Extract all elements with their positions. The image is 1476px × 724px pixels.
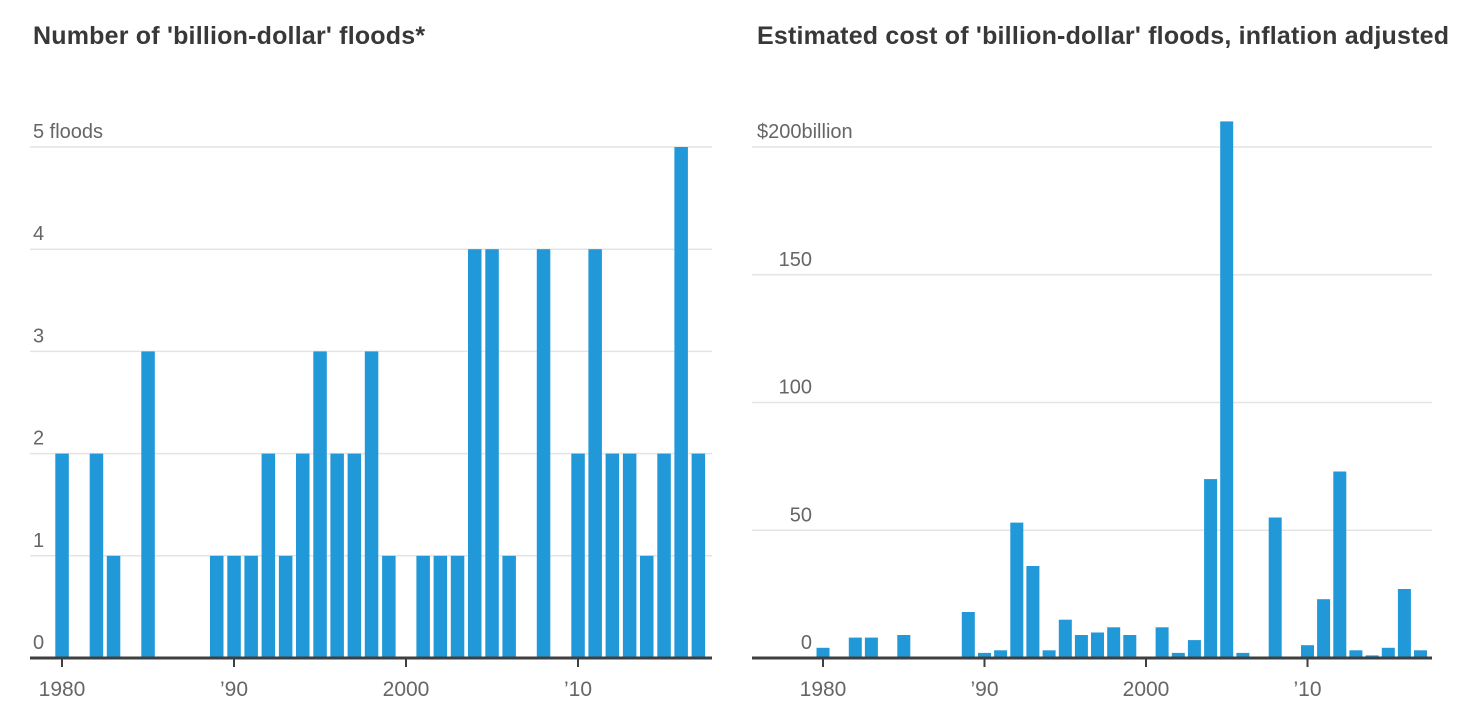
bar-1994: [296, 453, 310, 658]
bar-2002: [1171, 652, 1185, 658]
y-tick-label-4: 4: [33, 223, 44, 245]
bar-1999: [382, 555, 396, 658]
bar-2008: [1268, 517, 1282, 658]
bar-1983: [864, 637, 878, 658]
bar-1995: [1058, 619, 1072, 658]
flood-count-chart-title: Number of 'billion-dollar' floods*: [33, 22, 426, 50]
bar-1997: [1091, 632, 1104, 659]
bar-2011: [588, 249, 602, 658]
bar-2010: [1301, 645, 1314, 658]
bar-2016: [674, 147, 688, 658]
bar-2015: [1381, 647, 1395, 658]
flood-cost-chart-title: Estimated cost of 'billion-dollar' flood…: [757, 22, 1450, 50]
bar-2005: [485, 249, 499, 658]
y-tick-label-0: 0: [801, 632, 812, 654]
x-tick-label-1980: 1980: [800, 678, 847, 701]
bar-2005: [1220, 121, 1234, 658]
x-tick-label-1980: 1980: [39, 678, 86, 701]
bar-1985: [897, 635, 911, 658]
x-tick-label-2010: ’10: [1293, 678, 1321, 701]
bar-1996: [330, 453, 344, 658]
flood-count-y-labels: 0 1 2 3 4 5 floods: [33, 121, 103, 654]
y-tick-label-2: 2: [33, 428, 44, 450]
bar-1985: [141, 351, 155, 658]
y-tick-label-1: 1: [33, 530, 44, 552]
flood-count-chart: Number of 'billion-dollar' floods* 1980 ’…: [30, 22, 712, 701]
bar-2010: [571, 453, 585, 658]
flood-count-plot: 1980 ’90 2000 ’10 0 1 2 3 4 5 floods: [30, 121, 712, 701]
bar-2004: [1204, 479, 1218, 658]
flood-cost-bars: [816, 121, 1427, 659]
bar-2006: [1236, 652, 1250, 658]
y-tick-label-3: 3: [33, 325, 44, 347]
flood-cost-y-labels: 0 50 100 150 $200billion: [757, 121, 853, 654]
bar-2013: [1349, 650, 1363, 658]
bar-1994: [1042, 650, 1056, 658]
y-tick-label-100: 100: [779, 377, 812, 399]
bar-1995: [313, 351, 327, 658]
bar-2003: [450, 555, 465, 658]
flood-count-x-ticks: 1980 ’90 2000 ’10: [39, 659, 592, 701]
bar-1991: [994, 650, 1008, 658]
bar-1999: [1123, 635, 1137, 658]
x-tick-label-2000: 2000: [383, 678, 430, 701]
bar-1989: [210, 555, 224, 658]
y-tick-label-150: 150: [779, 249, 812, 271]
bar-2001: [416, 555, 430, 658]
bar-2013: [622, 453, 637, 658]
bar-1989: [961, 612, 975, 658]
bar-1980: [816, 647, 830, 658]
bar-1996: [1074, 635, 1088, 658]
x-tick-label-2000: 2000: [1123, 678, 1170, 701]
x-tick-label-2010: ’10: [564, 678, 592, 701]
bar-2014: [640, 555, 654, 658]
bar-1992: [261, 453, 276, 658]
x-tick-label-1990: ’90: [970, 678, 998, 701]
y-tick-label-0: 0: [33, 632, 44, 654]
bar-1997: [347, 453, 362, 658]
bar-2002: [433, 555, 448, 658]
flood-cost-gridlines: [752, 146, 1432, 531]
bar-1983: [106, 555, 121, 658]
bar-2006: [502, 555, 516, 658]
y-tick-label-200: $200billion: [757, 121, 853, 143]
bar-1990: [978, 652, 991, 658]
bar-1993: [278, 555, 293, 658]
bar-1992: [1010, 522, 1024, 658]
bar-1980: [55, 453, 69, 658]
bar-2015: [657, 453, 671, 658]
bar-1998: [1107, 627, 1121, 658]
bar-1982: [89, 453, 104, 658]
bar-2011: [1317, 599, 1331, 658]
bar-2012: [1333, 471, 1347, 658]
bar-2017: [1414, 650, 1427, 658]
bar-1993: [1026, 566, 1040, 658]
bar-2008: [536, 249, 551, 658]
x-tick-label-1990: ’90: [220, 678, 248, 701]
bar-1991: [244, 555, 258, 658]
bar-2012: [605, 453, 620, 658]
y-tick-label-50: 50: [790, 504, 812, 526]
bar-2001: [1155, 627, 1169, 658]
bar-2003: [1187, 640, 1201, 658]
flood-count-bars: [55, 147, 706, 658]
bar-2004: [468, 249, 482, 658]
y-tick-label-5: 5 floods: [33, 121, 103, 143]
bar-1990: [227, 555, 241, 658]
flood-cost-x-ticks: 1980 ’90 2000 ’10: [800, 659, 1322, 701]
bar-2016: [1397, 589, 1411, 658]
flood-cost-chart: Estimated cost of 'billion-dollar' flood…: [738, 0, 1476, 724]
flood-cost-plot: 1980 ’90 2000 ’10 0 50 100 150 $200billion: [752, 121, 1432, 701]
bar-1998: [364, 351, 379, 658]
bar-2017: [691, 453, 706, 658]
bar-1982: [848, 637, 862, 658]
